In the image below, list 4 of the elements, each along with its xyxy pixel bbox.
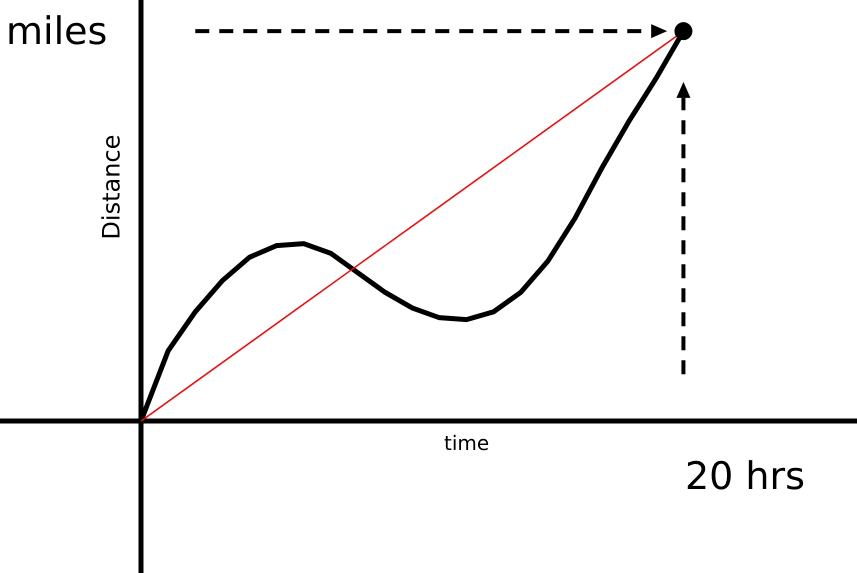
text: 20 hrs <box>685 454 805 498</box>
text: miles <box>6 9 108 53</box>
x-axis-title: time <box>444 431 490 455</box>
y-axis-title: Distance <box>97 134 126 240</box>
